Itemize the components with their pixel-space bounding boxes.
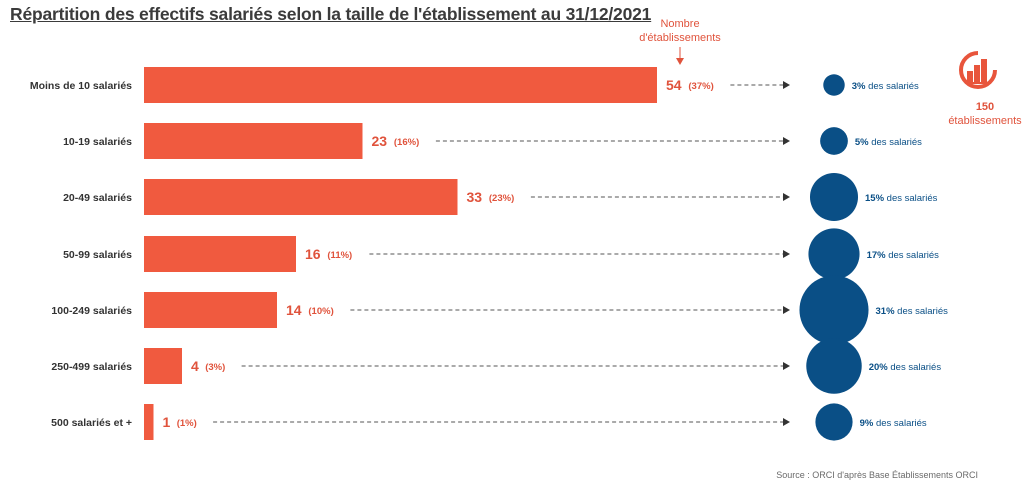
salary-bubble (808, 228, 860, 280)
column-header-line2: d'établissements (639, 32, 721, 44)
share-label: (1%) (177, 418, 197, 429)
category-label: 100-249 salariés (51, 305, 132, 317)
connector-arrow (783, 418, 790, 426)
bar (144, 348, 182, 384)
header-arrow-head (676, 58, 684, 65)
share-label: (16%) (394, 137, 419, 148)
source-note: Source : ORCI d'après Base Établissement… (776, 470, 978, 480)
value-label: 23 (372, 133, 388, 149)
share-label: (37%) (688, 81, 713, 92)
connector-arrow (783, 250, 790, 258)
total-establishments: 150 établissements (930, 100, 1024, 128)
salary-share-label: 17% des salariés (867, 250, 940, 261)
salary-share-label: 9% des salariés (860, 418, 927, 429)
value-label: 4 (191, 358, 199, 374)
value-label: 16 (305, 246, 321, 262)
share-label: (11%) (327, 250, 352, 261)
chart-title: Répartition des effectifs salariés selon… (10, 4, 652, 24)
bar (144, 123, 363, 159)
total-label: établissements (948, 115, 1022, 127)
bar (144, 67, 657, 103)
bar (144, 404, 154, 440)
bar (144, 179, 458, 215)
salary-share-label: 15% des salariés (865, 193, 938, 204)
share-label: (3%) (205, 362, 225, 373)
category-label: 250-499 salariés (51, 361, 132, 373)
category-label: 50-99 salariés (63, 249, 132, 261)
share-label: (23%) (489, 193, 514, 204)
value-label: 54 (666, 77, 682, 93)
category-label: 500 salariés et + (51, 417, 132, 429)
total-number: 150 (975, 101, 995, 113)
salary-share-label: 31% des salariés (876, 306, 949, 317)
salary-share-label: 5% des salariés (855, 137, 922, 148)
salary-share-label: 20% des salariés (869, 362, 942, 373)
salary-bubble (823, 74, 845, 96)
salary-bubble (815, 403, 853, 441)
connector-arrow (783, 193, 790, 201)
factory-icon (957, 49, 999, 96)
column-header: Nombre d'établissements (630, 17, 730, 45)
connector-arrow (783, 306, 790, 314)
bar (144, 292, 277, 328)
salary-share-label: 3% des salariés (852, 81, 919, 92)
value-label: 1 (163, 414, 171, 430)
salary-bubble (799, 275, 869, 345)
category-label: Moins de 10 salariés (30, 80, 132, 92)
category-label: 20-49 salariés (63, 192, 132, 204)
bar (144, 236, 296, 272)
salary-bubble (820, 127, 848, 155)
salary-bubble (809, 172, 859, 222)
connector-arrow (783, 81, 790, 89)
share-label: (10%) (308, 306, 333, 317)
category-label: 10-19 salariés (63, 136, 132, 148)
value-label: 14 (286, 302, 302, 318)
connector-arrow (783, 362, 790, 370)
column-header-line1: Nombre (660, 18, 700, 30)
connector-arrow (783, 137, 790, 145)
value-label: 33 (467, 189, 483, 205)
salary-bubble (806, 338, 862, 394)
